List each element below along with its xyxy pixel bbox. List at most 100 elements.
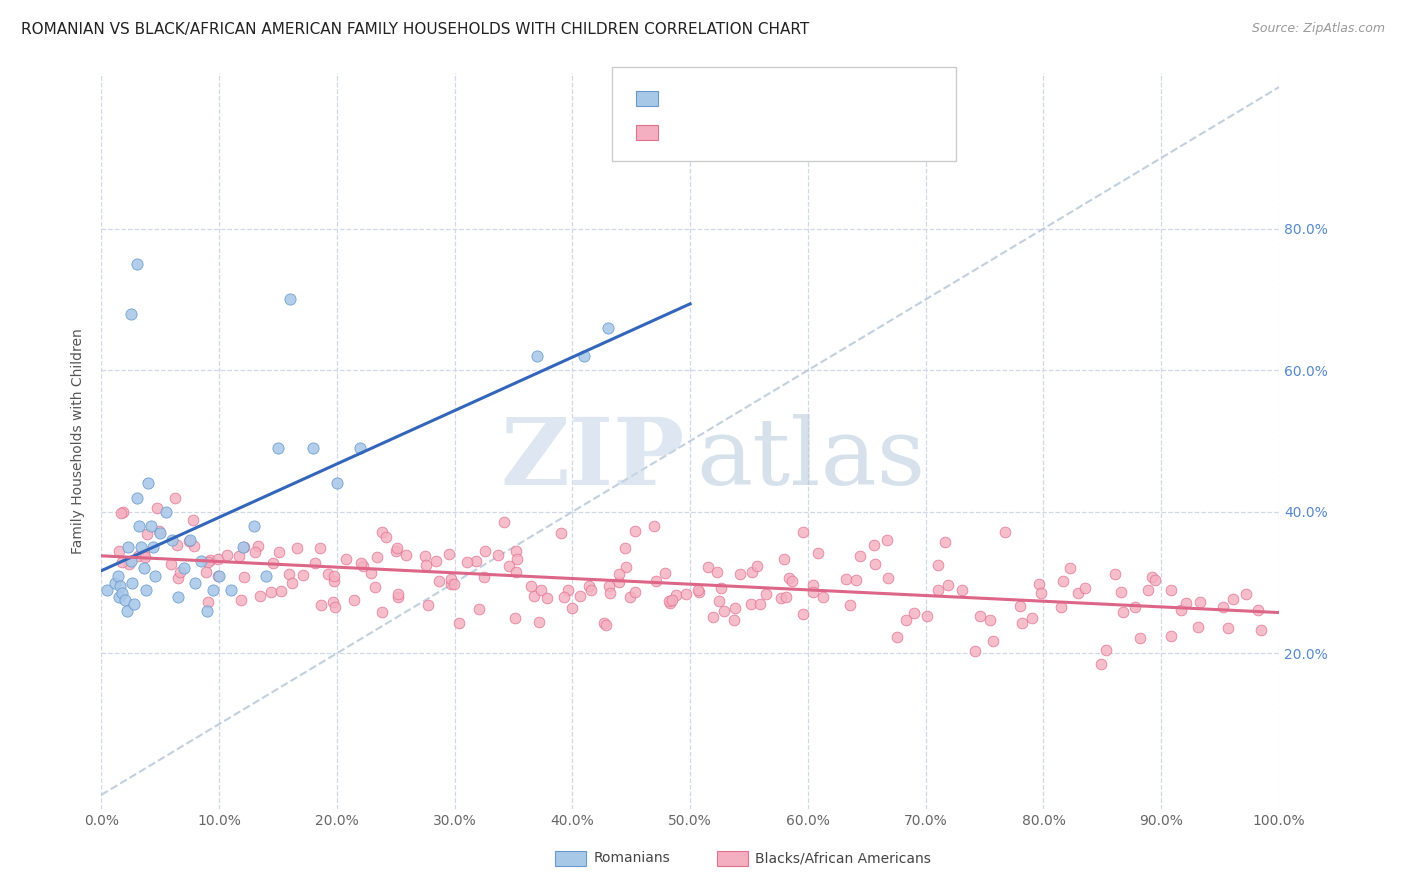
Point [792, 525, 814, 540]
Point [792, 607, 814, 622]
Point [427, 574, 450, 588]
Point [845, 573, 868, 587]
Point [440, 577, 463, 591]
Point [316, 567, 339, 582]
Point [125, 491, 148, 505]
Point [139, 519, 162, 533]
Point [292, 568, 315, 582]
Point [550, 525, 572, 540]
Point [1112, 605, 1135, 619]
Point [969, 609, 991, 624]
Point [440, 572, 463, 586]
Point [801, 577, 824, 591]
Point [160, 533, 183, 548]
Point [259, 584, 281, 599]
Point [245, 545, 267, 559]
Point [302, 441, 325, 455]
Point [474, 544, 496, 558]
Text: R =: R = [668, 91, 702, 106]
Text: 46: 46 [792, 91, 813, 106]
Point [886, 631, 908, 645]
Point [177, 533, 200, 548]
Point [710, 582, 733, 596]
Point [278, 293, 301, 307]
Point [596, 320, 619, 334]
Point [523, 589, 546, 603]
Point [749, 597, 772, 611]
Point [165, 491, 187, 505]
Point [195, 604, 218, 618]
Point [107, 568, 129, 582]
Point [110, 506, 132, 520]
Point [437, 547, 460, 561]
Point [780, 574, 803, 588]
Point [1008, 599, 1031, 614]
Point [277, 566, 299, 581]
Point [1052, 574, 1074, 588]
Point [142, 540, 165, 554]
Point [360, 566, 382, 581]
Point [530, 582, 553, 597]
Point [122, 597, 145, 611]
Point [661, 593, 683, 607]
Point [527, 615, 550, 630]
Point [270, 583, 292, 598]
Point [145, 568, 167, 582]
Point [472, 570, 495, 584]
Point [755, 587, 778, 601]
Point [108, 579, 131, 593]
Point [775, 591, 797, 605]
Point [349, 557, 371, 571]
Point [217, 548, 239, 562]
Point [599, 586, 621, 600]
Point [198, 553, 221, 567]
Point [697, 560, 720, 574]
Point [686, 582, 709, 597]
Point [778, 570, 800, 584]
Point [173, 561, 195, 575]
Point [623, 524, 645, 538]
Point [108, 544, 131, 558]
Point [994, 524, 1017, 539]
Point [1090, 657, 1112, 671]
Point [254, 568, 277, 582]
Point [557, 582, 579, 597]
Point [979, 613, 1001, 627]
Point [1142, 570, 1164, 584]
Point [352, 559, 374, 574]
Point [371, 605, 394, 619]
Point [598, 579, 620, 593]
Text: -0.665: -0.665 [700, 125, 755, 140]
Point [343, 593, 366, 607]
Point [849, 549, 872, 563]
Point [927, 582, 949, 597]
Point [688, 585, 710, 599]
Point [706, 565, 728, 579]
Point [449, 616, 471, 631]
Point [723, 614, 745, 628]
Point [136, 476, 159, 491]
Point [572, 349, 595, 363]
Point [364, 581, 387, 595]
Point [1011, 615, 1033, 630]
Text: Source: ZipAtlas.com: Source: ZipAtlas.com [1251, 22, 1385, 36]
Point [917, 609, 939, 624]
Point [249, 589, 271, 603]
Point [267, 441, 290, 455]
Point [1073, 581, 1095, 595]
Point [114, 593, 136, 607]
Point [335, 552, 357, 566]
Point [117, 557, 139, 571]
Point [394, 548, 416, 562]
Point [111, 555, 134, 569]
Point [616, 560, 638, 574]
Point [267, 545, 290, 559]
Point [1129, 631, 1152, 645]
Point [835, 573, 858, 587]
Point [1189, 595, 1212, 609]
Point [1123, 600, 1146, 615]
Point [520, 579, 543, 593]
Point [807, 546, 830, 560]
Point [1143, 574, 1166, 588]
Point [981, 633, 1004, 648]
